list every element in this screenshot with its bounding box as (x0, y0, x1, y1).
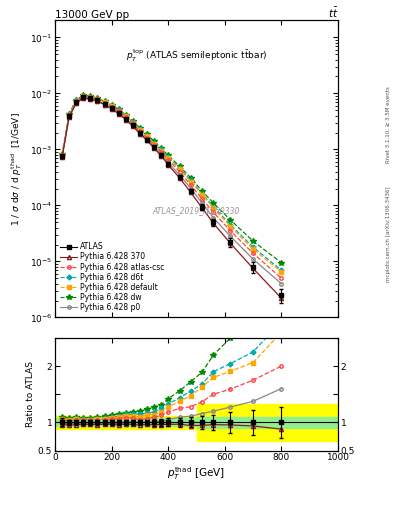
Text: Rivet 3.1.10, ≥ 3.5M events: Rivet 3.1.10, ≥ 3.5M events (386, 86, 391, 163)
Text: 13000 GeV pp: 13000 GeV pp (55, 10, 129, 19)
Y-axis label: 1 / $\sigma$ d$\sigma$ / d $p_T^{\rm thad}$  [1/GeV]: 1 / $\sigma$ d$\sigma$ / d $p_T^{\rm tha… (9, 112, 24, 226)
Y-axis label: Ratio to ATLAS: Ratio to ATLAS (26, 361, 35, 427)
Text: mcplots.cern.ch [arXiv:1306.3436]: mcplots.cern.ch [arXiv:1306.3436] (386, 186, 391, 282)
Text: $t\bar{t}$: $t\bar{t}$ (327, 6, 338, 19)
Text: $p_T^{\rm top}$ (ATLAS semileptonic t$\bar{\rm t}$bar): $p_T^{\rm top}$ (ATLAS semileptonic t$\b… (126, 47, 267, 63)
X-axis label: $p_T^{\rm thad}$ [GeV]: $p_T^{\rm thad}$ [GeV] (167, 465, 226, 482)
Legend: ATLAS, Pythia 6.428 370, Pythia 6.428 atlas-csc, Pythia 6.428 d6t, Pythia 6.428 : ATLAS, Pythia 6.428 370, Pythia 6.428 at… (59, 241, 166, 314)
Text: ATLAS_2019_I1750330: ATLAS_2019_I1750330 (153, 206, 240, 215)
